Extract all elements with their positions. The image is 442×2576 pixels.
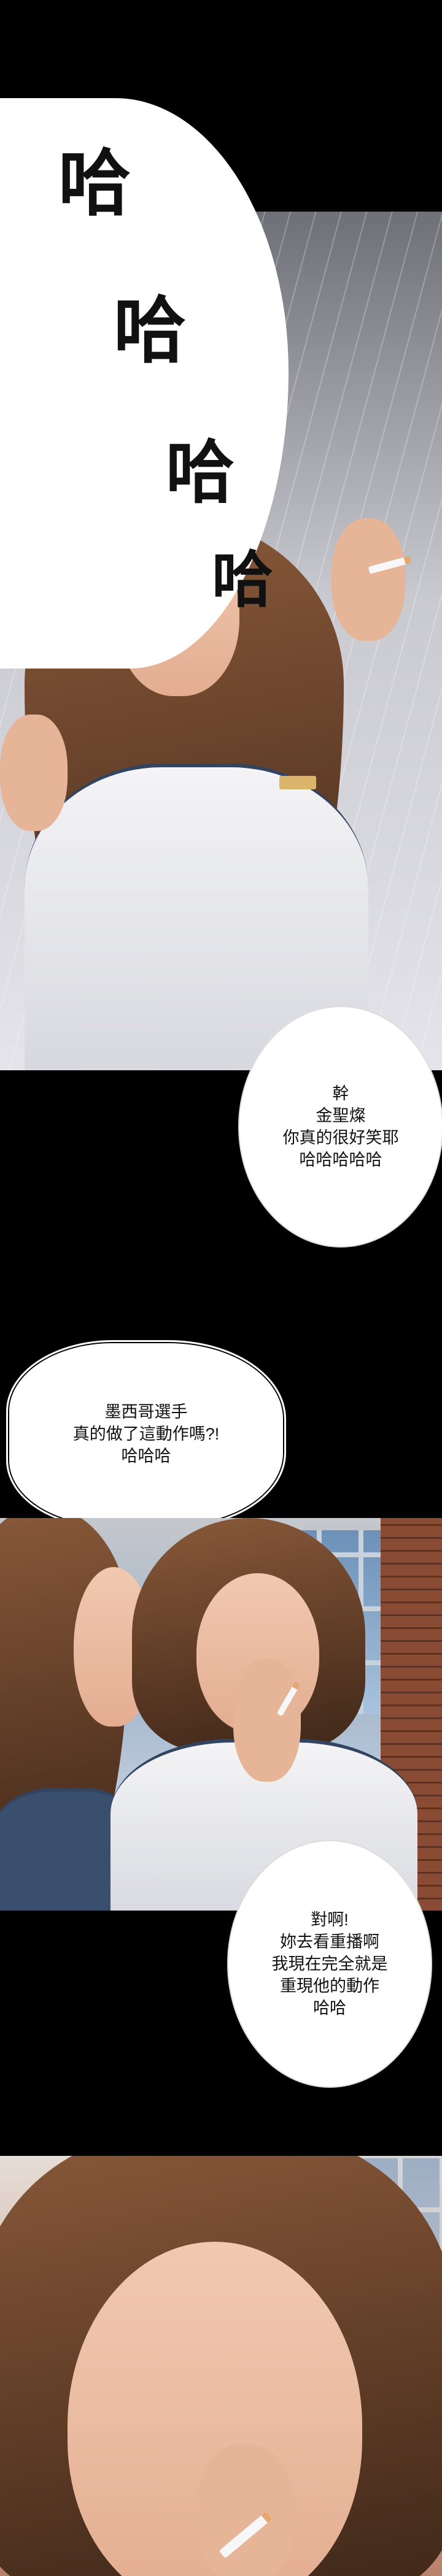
sfx-ha-1: 哈 xyxy=(58,140,131,226)
sfx-ha-4: 哈 xyxy=(212,543,273,616)
sfx-ha-3: 哈 xyxy=(166,432,235,513)
bubble-3-line-3: 我現在完全就是 xyxy=(271,1955,388,1973)
bubble-1-line-2: 金聖燦 xyxy=(316,1106,366,1125)
name-tag xyxy=(279,776,316,789)
speech-bubble-3: 對啊! 妳去看重播啊 我現在完全就是 重現他的動作 哈哈 xyxy=(227,1840,432,2088)
bubble-2-line-2: 真的做了這動作嗎?! xyxy=(72,1425,220,1443)
bubble-3-line-4: 重現他的動作 xyxy=(280,1977,379,1995)
bubble-3-line-2: 妳去看重播啊 xyxy=(280,1933,379,1951)
bubble-3-line-5: 哈哈 xyxy=(313,1999,346,2017)
laughter-sfx-bubble: 哈 哈 哈 哈 xyxy=(0,98,289,669)
raised-hand-left xyxy=(0,715,68,831)
bubble-1-line-4: 哈哈哈哈哈 xyxy=(299,1151,382,1169)
close-up-hand xyxy=(196,2444,295,2576)
sfx-ha-2: 哈 xyxy=(114,288,187,373)
bubble-1-line-3: 你真的很好笑耶 xyxy=(282,1129,399,1147)
bubble-3-line-1: 對啊! xyxy=(311,1911,349,1929)
bubble-2-line-1: 墨西哥選手 xyxy=(104,1403,188,1421)
panel-close-up xyxy=(0,2156,442,2576)
bubble-1-line-1: 幹 xyxy=(332,1084,349,1103)
speech-bubble-2: 墨西哥選手 真的做了這動作嗎?! 哈哈哈 xyxy=(6,1340,286,1528)
right-girl-hand xyxy=(233,1659,301,1782)
speech-bubble-1: 幹 金聖燦 你真的很好笑耶 哈哈哈哈哈 xyxy=(238,1006,442,1248)
bubble-2-line-3: 哈哈哈 xyxy=(121,1447,171,1465)
raised-hand-right xyxy=(332,518,405,641)
panel-two-girls xyxy=(0,1518,442,1911)
